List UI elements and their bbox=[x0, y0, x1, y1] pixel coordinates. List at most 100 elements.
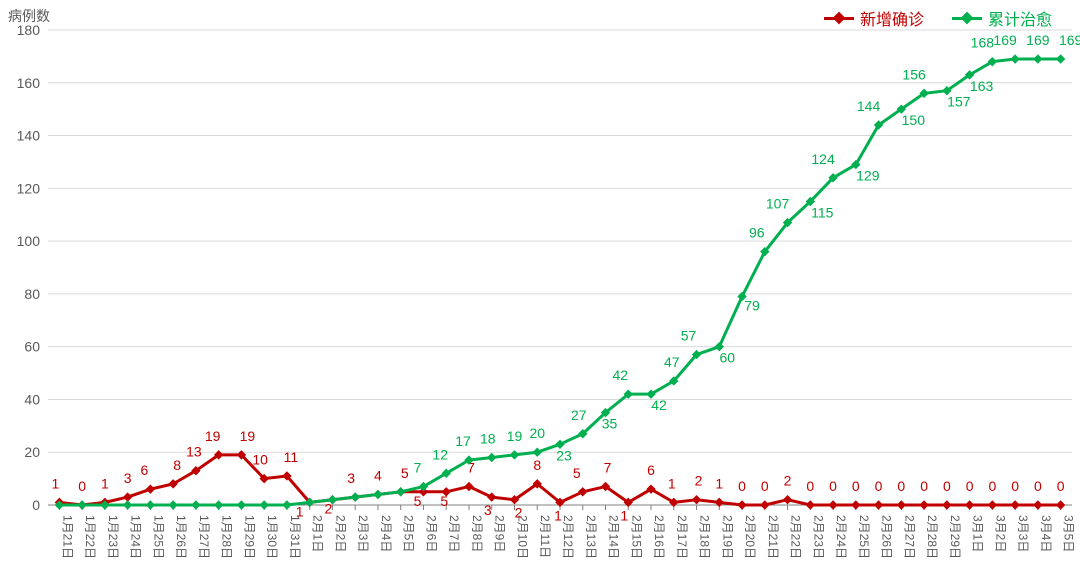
svg-text:96: 96 bbox=[749, 225, 765, 241]
svg-text:0: 0 bbox=[988, 478, 996, 494]
svg-text:5: 5 bbox=[401, 465, 409, 481]
svg-text:1月29日: 1月29日 bbox=[242, 515, 256, 559]
svg-text:11: 11 bbox=[284, 449, 299, 465]
svg-text:2月6日: 2月6日 bbox=[424, 515, 438, 552]
svg-text:2月4日: 2月4日 bbox=[379, 515, 393, 552]
svg-text:8: 8 bbox=[533, 457, 541, 473]
svg-text:2月15日: 2月15日 bbox=[629, 515, 643, 559]
svg-text:80: 80 bbox=[24, 286, 40, 302]
svg-text:1月27日: 1月27日 bbox=[197, 515, 211, 559]
svg-text:100: 100 bbox=[17, 233, 41, 249]
svg-text:1: 1 bbox=[296, 503, 304, 519]
svg-text:57: 57 bbox=[681, 328, 697, 344]
svg-text:2月13日: 2月13日 bbox=[584, 515, 598, 559]
svg-text:2月20日: 2月20日 bbox=[743, 515, 757, 559]
svg-text:1: 1 bbox=[715, 475, 723, 491]
svg-text:168: 168 bbox=[971, 35, 995, 51]
svg-text:60: 60 bbox=[24, 339, 40, 355]
svg-text:2: 2 bbox=[515, 505, 523, 521]
svg-text:0: 0 bbox=[78, 478, 86, 494]
svg-text:157: 157 bbox=[947, 94, 971, 110]
svg-text:2: 2 bbox=[695, 473, 703, 489]
svg-text:115: 115 bbox=[811, 205, 834, 221]
svg-text:2月8日: 2月8日 bbox=[470, 515, 484, 552]
svg-text:169: 169 bbox=[1059, 32, 1080, 48]
svg-text:129: 129 bbox=[856, 168, 880, 184]
svg-text:2月9日: 2月9日 bbox=[493, 515, 507, 552]
svg-text:5: 5 bbox=[414, 493, 422, 509]
svg-text:8: 8 bbox=[173, 457, 181, 473]
svg-text:7: 7 bbox=[414, 460, 422, 476]
svg-text:0: 0 bbox=[761, 478, 769, 494]
svg-text:19: 19 bbox=[205, 428, 221, 444]
svg-text:42: 42 bbox=[612, 367, 628, 383]
svg-text:2月27日: 2月27日 bbox=[902, 515, 916, 559]
svg-text:1: 1 bbox=[101, 475, 109, 491]
svg-text:2月25日: 2月25日 bbox=[857, 515, 871, 559]
svg-text:79: 79 bbox=[744, 298, 760, 314]
chart-root: 病例数 新增确诊累计治愈 0204060801001201401601801月2… bbox=[0, 0, 1080, 584]
svg-text:0: 0 bbox=[943, 478, 951, 494]
svg-text:2月17日: 2月17日 bbox=[675, 515, 689, 559]
svg-text:6: 6 bbox=[141, 462, 149, 478]
legend-item: 新增确诊 bbox=[824, 6, 924, 30]
svg-text:13: 13 bbox=[186, 444, 202, 460]
svg-text:3月2日: 3月2日 bbox=[993, 515, 1007, 552]
svg-text:3月5日: 3月5日 bbox=[1062, 515, 1076, 552]
svg-text:1月25日: 1月25日 bbox=[151, 515, 165, 559]
svg-text:2月10日: 2月10日 bbox=[515, 515, 529, 559]
svg-text:20: 20 bbox=[24, 444, 40, 460]
svg-text:1月24日: 1月24日 bbox=[129, 515, 143, 559]
svg-text:3月1日: 3月1日 bbox=[971, 515, 985, 552]
svg-text:5: 5 bbox=[573, 465, 581, 481]
svg-text:120: 120 bbox=[17, 180, 41, 196]
svg-text:1月28日: 1月28日 bbox=[220, 515, 234, 559]
svg-text:4: 4 bbox=[374, 467, 382, 483]
svg-text:2: 2 bbox=[784, 473, 792, 489]
svg-text:3: 3 bbox=[347, 470, 355, 486]
svg-text:2月23日: 2月23日 bbox=[811, 515, 825, 559]
legend-swatch bbox=[952, 17, 982, 20]
svg-text:0: 0 bbox=[1034, 478, 1042, 494]
svg-text:0: 0 bbox=[920, 478, 928, 494]
svg-text:2月18日: 2月18日 bbox=[698, 515, 712, 559]
svg-text:1月30日: 1月30日 bbox=[265, 515, 279, 559]
svg-text:3: 3 bbox=[124, 470, 132, 486]
svg-text:1月22日: 1月22日 bbox=[83, 515, 97, 559]
svg-text:2月21日: 2月21日 bbox=[766, 515, 780, 559]
svg-text:0: 0 bbox=[966, 478, 974, 494]
svg-text:0: 0 bbox=[806, 478, 814, 494]
legend-label: 新增确诊 bbox=[860, 6, 924, 30]
svg-text:163: 163 bbox=[970, 78, 994, 94]
svg-text:5: 5 bbox=[440, 493, 448, 509]
svg-text:19: 19 bbox=[507, 428, 523, 444]
svg-text:150: 150 bbox=[902, 112, 926, 128]
svg-text:17: 17 bbox=[455, 433, 471, 449]
chart-svg: 0204060801001201401601801月21日1月22日1月23日1… bbox=[0, 0, 1080, 584]
svg-text:3: 3 bbox=[484, 502, 492, 518]
svg-text:35: 35 bbox=[602, 416, 618, 432]
svg-text:47: 47 bbox=[664, 354, 680, 370]
svg-text:2月11日: 2月11日 bbox=[538, 515, 552, 558]
svg-text:1: 1 bbox=[620, 507, 628, 523]
svg-text:2月3日: 2月3日 bbox=[356, 515, 370, 552]
svg-text:2月26日: 2月26日 bbox=[880, 515, 894, 559]
svg-text:2月19日: 2月19日 bbox=[720, 515, 734, 559]
svg-text:0: 0 bbox=[1057, 478, 1065, 494]
svg-text:2月2日: 2月2日 bbox=[333, 515, 347, 552]
legend-label: 累计治愈 bbox=[988, 6, 1052, 30]
svg-text:2月29日: 2月29日 bbox=[948, 515, 962, 559]
svg-text:169: 169 bbox=[1026, 32, 1050, 48]
svg-text:160: 160 bbox=[17, 75, 41, 91]
svg-text:124: 124 bbox=[811, 151, 835, 167]
svg-text:140: 140 bbox=[17, 128, 41, 144]
svg-text:2月1日: 2月1日 bbox=[311, 515, 325, 552]
svg-text:40: 40 bbox=[24, 391, 40, 407]
svg-text:12: 12 bbox=[432, 446, 448, 462]
svg-text:1月21日: 1月21日 bbox=[60, 515, 74, 559]
svg-text:2月24日: 2月24日 bbox=[834, 515, 848, 559]
svg-text:1月23日: 1月23日 bbox=[106, 515, 120, 559]
svg-text:2月28日: 2月28日 bbox=[925, 515, 939, 559]
legend-item: 累计治愈 bbox=[952, 6, 1052, 30]
svg-text:2月5日: 2月5日 bbox=[402, 515, 416, 552]
